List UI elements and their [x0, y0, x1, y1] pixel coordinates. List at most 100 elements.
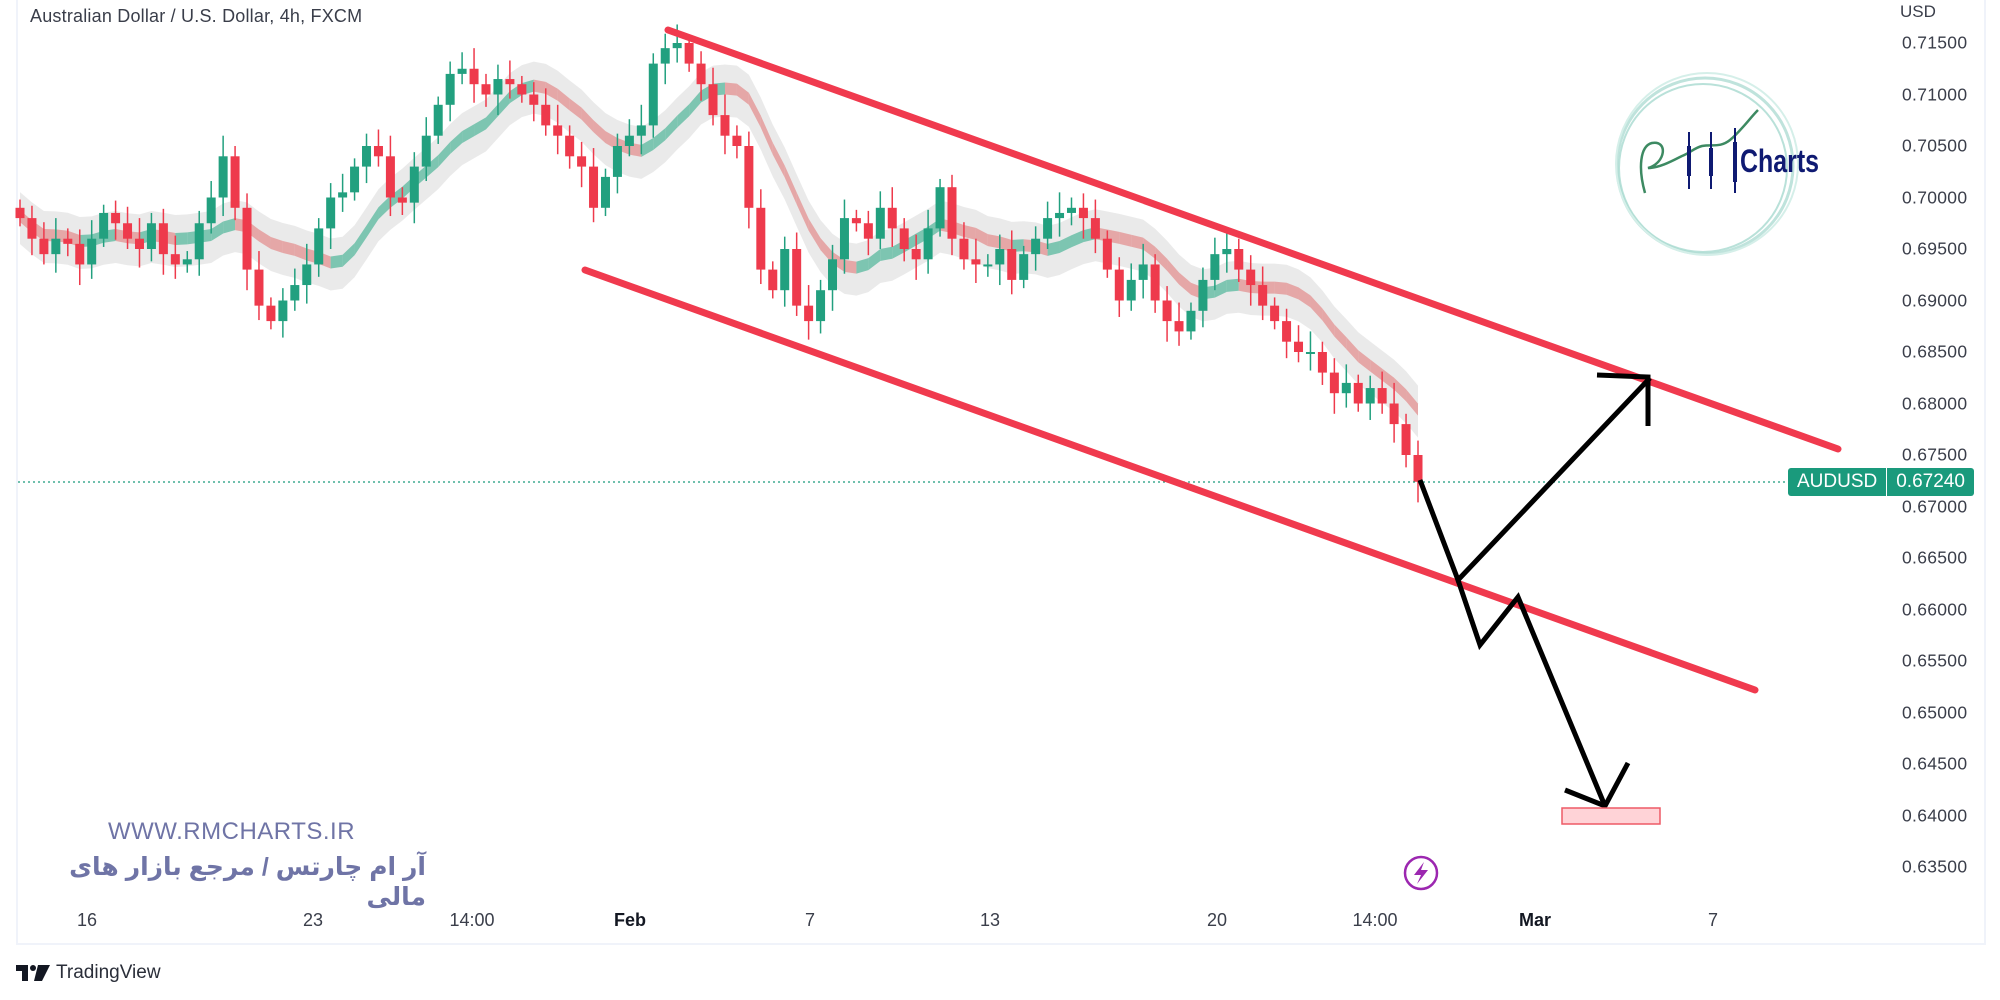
- candle-body: [278, 300, 288, 322]
- candle-body: [517, 84, 527, 95]
- candle-body: [696, 63, 706, 85]
- candle-body: [612, 146, 622, 177]
- price-tick: 0.67500: [1902, 444, 1968, 465]
- candle-body: [624, 135, 634, 146]
- candle-body: [99, 212, 109, 239]
- price-tick: 0.65000: [1902, 702, 1968, 722]
- candle-body: [457, 68, 467, 74]
- candle-body: [493, 79, 503, 95]
- candle-body: [242, 207, 252, 270]
- candle-body: [385, 156, 395, 198]
- watermark-url: WWW.RMCHARTS.IR: [108, 818, 356, 845]
- candle-body: [1234, 249, 1244, 270]
- projection-up-arrow: [1417, 376, 1652, 585]
- price-tick: 0.63500: [1902, 856, 1968, 877]
- candle-body: [111, 212, 121, 224]
- price-tick: 0.69000: [1902, 290, 1968, 310]
- candle-body: [505, 79, 515, 85]
- candle-body: [290, 285, 300, 301]
- candle-body: [421, 135, 431, 167]
- candle-body: [1317, 352, 1327, 373]
- price-tick: 0.66000: [1902, 599, 1968, 619]
- candle-body: [672, 43, 682, 49]
- candle-body: [266, 305, 276, 322]
- candle-body: [1126, 279, 1136, 301]
- ma-envelope: [20, 61, 1418, 438]
- candle-body: [206, 197, 216, 224]
- candle-body: [780, 249, 790, 291]
- watermark-tagline: آر ام چارتس / مرجع بازار های مالی: [69, 853, 426, 911]
- candle-body: [1186, 310, 1196, 332]
- candle-body: [1413, 455, 1423, 482]
- candle-body: [1007, 249, 1017, 280]
- chart-pane[interactable]: [16, 0, 1986, 945]
- candle-body: [362, 146, 372, 167]
- candle-body: [1401, 424, 1411, 455]
- candle-body: [230, 156, 240, 208]
- candle-body: [350, 166, 360, 193]
- candle-body: [935, 187, 945, 229]
- price-tick: 0.71000: [1902, 84, 1968, 104]
- candle-body: [756, 207, 766, 270]
- candle-body: [660, 48, 670, 64]
- candle-body: [1031, 238, 1041, 255]
- candle-body: [39, 238, 49, 255]
- candle-body: [194, 223, 204, 260]
- price-tick: 0.69500: [1902, 238, 1968, 259]
- candle-body: [911, 249, 921, 260]
- candle-body: [373, 146, 383, 157]
- candle-body: [589, 166, 599, 208]
- candle-body: [302, 264, 312, 286]
- projection-down-arrow: [1455, 579, 1608, 807]
- candle-body: [1055, 212, 1065, 219]
- candle-body: [1198, 279, 1208, 311]
- candle-body: [983, 264, 993, 267]
- candle-body: [828, 259, 838, 291]
- candle-body: [1162, 300, 1172, 322]
- candle-body: [254, 269, 264, 306]
- candle-body: [1270, 305, 1280, 322]
- candle-body: [636, 125, 646, 136]
- lightning-event-icon[interactable]: [1403, 855, 1439, 891]
- price-tick: 0.64500: [1902, 753, 1968, 774]
- logo-text: Charts: [1740, 143, 1820, 179]
- candle-body: [15, 207, 25, 219]
- price-tick: 0.70000: [1902, 187, 1968, 207]
- candle-body: [899, 228, 909, 249]
- candle-body: [708, 84, 718, 116]
- badge-price: 0.67240: [1896, 471, 1965, 492]
- candle-body: [839, 218, 849, 260]
- candle-body: [995, 249, 1005, 265]
- candle-body: [959, 238, 969, 260]
- candle-body: [1102, 238, 1112, 270]
- candle-body: [481, 84, 491, 95]
- tradingview-brand: TradingView: [56, 962, 161, 983]
- candle-body: [732, 135, 742, 146]
- candle-body: [433, 104, 443, 136]
- candle-body: [218, 156, 228, 198]
- candle-body: [744, 146, 754, 208]
- candle-body: [51, 238, 61, 255]
- channel-lower-line: [581, 266, 1759, 694]
- time-tick: 23: [302, 910, 324, 930]
- candle-body: [63, 238, 73, 244]
- candle-body: [1377, 388, 1387, 404]
- candle-body: [1341, 382, 1351, 394]
- candle-body: [1043, 218, 1053, 239]
- candle-body: [1365, 388, 1375, 404]
- price-tick: 0.66500: [1902, 547, 1968, 568]
- candle-body: [816, 290, 826, 322]
- candle-body: [792, 249, 802, 306]
- candle-body: [1305, 352, 1315, 354]
- time-tick: Feb: [613, 910, 647, 930]
- candle-body: [1138, 264, 1148, 280]
- time-tick: 7: [1707, 910, 1719, 930]
- candle-body: [87, 238, 97, 265]
- candle-body: [27, 218, 37, 239]
- tradingview-logo[interactable]: TradingView: [16, 962, 161, 984]
- candle-body: [1078, 207, 1088, 219]
- candle-body: [1090, 218, 1100, 239]
- candle-body: [1019, 254, 1029, 280]
- candle-body: [326, 197, 336, 229]
